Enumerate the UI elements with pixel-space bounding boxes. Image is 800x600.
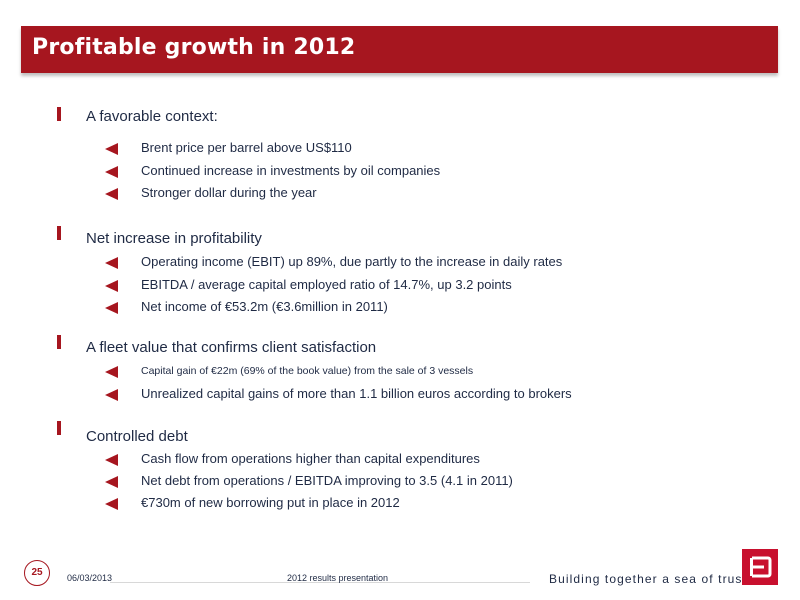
arrow-left-icon — [105, 257, 118, 269]
footer-date: 06/03/2013 — [67, 573, 113, 583]
list-item: Operating income (EBIT) up 89%, due part… — [0, 254, 800, 274]
title-bar: Profitable growth in 2012 — [21, 26, 778, 73]
list-item-text: EBITDA / average capital employed ratio … — [141, 277, 512, 292]
section-heading: A fleet value that confirms client satis… — [86, 339, 377, 356]
list-item: EBITDA / average capital employed ratio … — [0, 277, 800, 297]
section-bullet-icon — [57, 226, 61, 240]
list-item: Continued increase in investments by oil… — [0, 163, 800, 183]
list-item-text: Brent price per barrel above US$110 — [141, 140, 352, 155]
arrow-left-icon — [105, 143, 118, 155]
section-heading: A favorable context: — [86, 108, 218, 125]
arrow-left-icon — [105, 166, 118, 178]
arrow-left-icon — [105, 476, 118, 488]
section-heading: Controlled debt — [86, 428, 188, 445]
list-item-text: Unrealized capital gains of more than 1.… — [141, 386, 572, 401]
arrow-left-icon — [105, 498, 118, 510]
arrow-left-icon — [105, 366, 118, 378]
section-bullet-icon — [57, 107, 61, 121]
list-item: Unrealized capital gains of more than 1.… — [0, 386, 800, 406]
list-item: Net income of €53.2m (€3.6million in 201… — [0, 299, 800, 319]
bourbon-logo-icon — [742, 549, 778, 585]
list-item: Cash flow from operations higher than ca… — [0, 451, 800, 471]
page-number-badge: 25 — [24, 560, 50, 586]
list-item-text: Operating income (EBIT) up 89%, due part… — [141, 254, 563, 269]
arrow-left-icon — [105, 188, 118, 200]
page-title: Profitable growth in 2012 — [32, 35, 356, 60]
list-item: Brent price per barrel above US$110 — [0, 140, 800, 160]
list-item: Net debt from operations / EBITDA improv… — [0, 473, 800, 493]
arrow-left-icon — [105, 389, 118, 401]
section-heading: Net increase in profitability — [86, 230, 262, 247]
section-bullet-icon — [57, 421, 61, 435]
section-bullet-icon — [57, 335, 61, 349]
list-item: Stronger dollar during the year — [0, 185, 800, 205]
list-item-text: Stronger dollar during the year — [141, 185, 317, 200]
list-item: Capital gain of €22m (69% of the book va… — [0, 363, 800, 383]
list-item-text: €730m of new borrowing put in place in 2… — [141, 495, 400, 510]
company-tagline: Building together a sea of trust — [549, 572, 747, 586]
list-item-text: Continued increase in investments by oil… — [141, 163, 441, 178]
footer-presentation-title: 2012 results presentation — [287, 573, 389, 583]
arrow-left-icon — [105, 280, 118, 292]
list-item: €730m of new borrowing put in place in 2… — [0, 495, 800, 515]
list-item-text: Cash flow from operations higher than ca… — [141, 451, 480, 466]
footer-divider — [110, 582, 530, 583]
list-item-text: Net debt from operations / EBITDA improv… — [141, 473, 513, 488]
arrow-left-icon — [105, 302, 118, 314]
arrow-left-icon — [105, 454, 118, 466]
list-item-text: Capital gain of €22m (69% of the book va… — [141, 365, 474, 377]
list-item-text: Net income of €53.2m (€3.6million in 201… — [141, 299, 388, 314]
